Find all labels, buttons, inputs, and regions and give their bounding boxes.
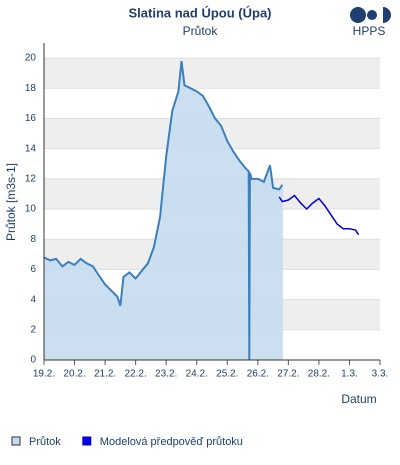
y-tick-label: 14 — [25, 143, 37, 154]
y-tick-label: 8 — [30, 234, 36, 245]
y-tick-label: 18 — [25, 83, 37, 94]
x-tick-label: 3.3. — [372, 369, 389, 380]
x-axis-label: Datum — [341, 392, 376, 406]
chart-title: Slatina nad Úpou (Úpa) — [129, 5, 272, 20]
grid-band — [44, 58, 380, 89]
y-tick-label: 4 — [30, 294, 36, 305]
line — [43, 60, 284, 361]
x-tick-label: 21.2. — [94, 369, 116, 380]
x-tick-label: 24.2. — [186, 369, 208, 380]
x-tick-label: 25.2. — [216, 369, 238, 380]
y-tick-label: 6 — [30, 264, 36, 275]
line — [278, 194, 360, 236]
logo-icon — [350, 7, 391, 23]
x-tick-label: 26.2. — [247, 369, 269, 380]
y-tick-label: 20 — [25, 53, 37, 64]
logo-text: HPPS — [353, 24, 386, 38]
legend-label: Modelová předpověď průtoku — [100, 436, 243, 448]
x-tick-label: 19.2. — [33, 369, 55, 380]
legend-label: Průtok — [29, 436, 61, 448]
x-tick-label: 27.2. — [277, 369, 299, 380]
y-tick-label: 0 — [30, 355, 36, 366]
legend-swatch — [82, 436, 92, 446]
x-tick-label: 1.3. — [341, 369, 358, 380]
x-tick-label: 20.2. — [63, 369, 85, 380]
y-tick-label: 12 — [25, 173, 37, 184]
area — [43, 61, 283, 361]
y-tick-label: 2 — [30, 324, 36, 335]
x-tick-label: 23.2. — [155, 369, 177, 380]
x-tick-label: 28.2. — [308, 369, 330, 380]
y-tick-label: 16 — [25, 113, 37, 124]
x-tick-label: 22.2. — [125, 369, 147, 380]
legend-swatch — [11, 436, 21, 446]
y-tick-label: 10 — [25, 204, 37, 215]
y-axis-label: Průtok [m3s-1] — [4, 163, 18, 241]
chart-subtitle: Průtok — [183, 24, 219, 38]
